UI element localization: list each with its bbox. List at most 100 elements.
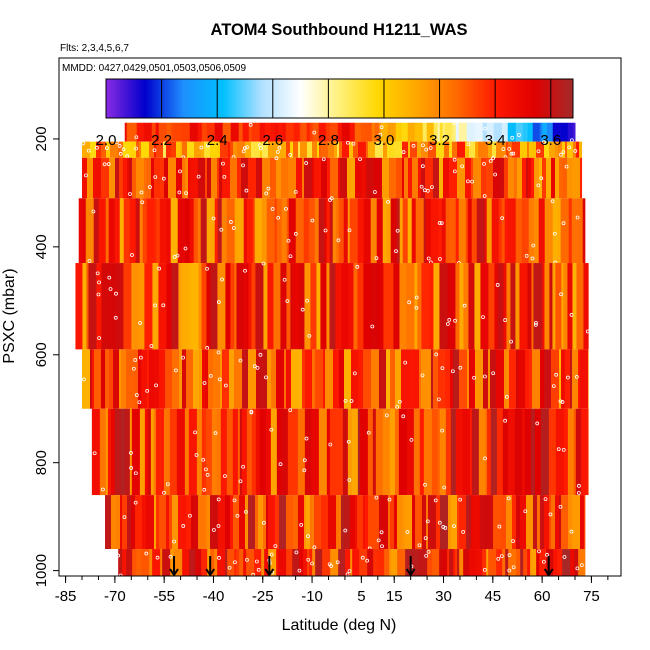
sample-marker (285, 299, 290, 303)
heatmap-cell (333, 349, 340, 409)
heatmap-cell (115, 157, 120, 199)
y-tick-label: 200 (33, 126, 50, 151)
heatmap-cell (129, 408, 133, 496)
heatmap-cell (142, 198, 148, 264)
heatmap-cell (234, 198, 240, 264)
sample-marker (153, 175, 158, 180)
heatmap-cell (526, 157, 529, 199)
heatmap-cell (576, 141, 580, 158)
sample-marker (312, 130, 317, 135)
heatmap-cell (222, 157, 231, 199)
heatmap-cell (480, 495, 486, 550)
heatmap-cell (122, 549, 127, 576)
sample-marker (394, 249, 398, 254)
sample-marker (507, 146, 512, 151)
heatmap-cell (524, 408, 532, 496)
sample-marker (245, 145, 249, 150)
sample-marker (577, 483, 581, 488)
heatmap-cell (411, 198, 417, 264)
heatmap-cell (471, 157, 474, 199)
heatmap-cell (342, 141, 350, 158)
heatmap-cell (295, 198, 305, 264)
heatmap-cell (386, 198, 392, 264)
sample-marker (104, 146, 109, 151)
sample-marker (307, 333, 312, 338)
sample-marker (564, 164, 569, 169)
sample-marker (453, 121, 457, 126)
sample-marker (384, 413, 389, 418)
heatmap-cell (131, 141, 137, 158)
heatmap-cell (237, 141, 246, 158)
sample-marker (534, 320, 538, 325)
heatmap-cell (166, 141, 172, 158)
heatmap-cell (430, 198, 440, 264)
x-tick-label: 15 (386, 588, 403, 605)
heatmap-cell (506, 141, 509, 158)
sample-marker (395, 228, 400, 233)
heatmap-cell (501, 495, 507, 550)
heatmap-cell (363, 349, 372, 409)
colorbar-tick-label: 2.2 (151, 132, 172, 149)
heatmap-cell (448, 495, 452, 550)
heatmap-cell (560, 122, 569, 142)
heatmap-cell (546, 122, 554, 142)
sample-marker (241, 464, 246, 469)
sample-marker (204, 467, 208, 472)
heatmap-cell (518, 349, 526, 409)
heatmap-cell (201, 263, 207, 350)
heatmap-cell (314, 198, 320, 264)
sample-marker (145, 388, 150, 393)
heatmap-cell (394, 495, 398, 550)
sample-marker (560, 400, 565, 404)
heatmap-cell (375, 141, 384, 158)
heatmap-cell (397, 495, 403, 550)
heatmap-cell (156, 141, 164, 158)
heatmap-cell (390, 349, 396, 409)
heatmap-cell (455, 122, 460, 142)
heatmap-cell (343, 198, 349, 264)
heatmap-cell (552, 198, 559, 264)
sample-marker (154, 383, 159, 388)
heatmap-cell (554, 122, 560, 142)
heatmap-cell (182, 157, 186, 199)
sample-marker (282, 277, 287, 282)
y-tick-label: 800 (33, 450, 50, 475)
heatmap-cell (471, 495, 474, 550)
heatmap-cell (124, 122, 128, 142)
heatmap-cell (476, 549, 483, 576)
heatmap-cell (301, 122, 308, 142)
sample-marker (116, 553, 121, 558)
sample-marker (149, 344, 154, 348)
heatmap-cell (382, 495, 389, 550)
heatmap-cell (287, 408, 291, 496)
heatmap-cell (188, 408, 198, 496)
sample-marker (152, 148, 157, 153)
heatmap-cell (154, 157, 161, 199)
heatmap-cell (351, 408, 359, 496)
heatmap-cell (220, 141, 225, 158)
sample-marker (97, 280, 101, 285)
heatmap-cell (502, 408, 509, 496)
heatmap-cell (155, 408, 163, 496)
heatmap-cell (559, 157, 563, 199)
sample-marker (565, 375, 570, 380)
colorbar-tick-label: 2.4 (207, 132, 228, 149)
heatmap-cell (364, 122, 373, 142)
sample-marker (440, 366, 445, 371)
heatmap-cell (535, 263, 543, 350)
sample-marker (321, 157, 326, 162)
heatmap-cell (555, 157, 560, 199)
sample-marker (407, 300, 412, 305)
heatmap-cell (515, 122, 524, 142)
sample-marker (482, 161, 486, 166)
heatmap-cell (496, 408, 504, 496)
heatmap-cell (312, 495, 315, 550)
sample-marker (199, 145, 204, 150)
heatmap-cell (186, 495, 192, 550)
heatmap-cell (110, 141, 119, 158)
heatmap-cell (561, 263, 564, 350)
heatmap-cell (326, 263, 330, 350)
heatmap-cell (216, 408, 222, 496)
sample-marker (417, 543, 422, 548)
heatmap-cell (539, 157, 543, 199)
